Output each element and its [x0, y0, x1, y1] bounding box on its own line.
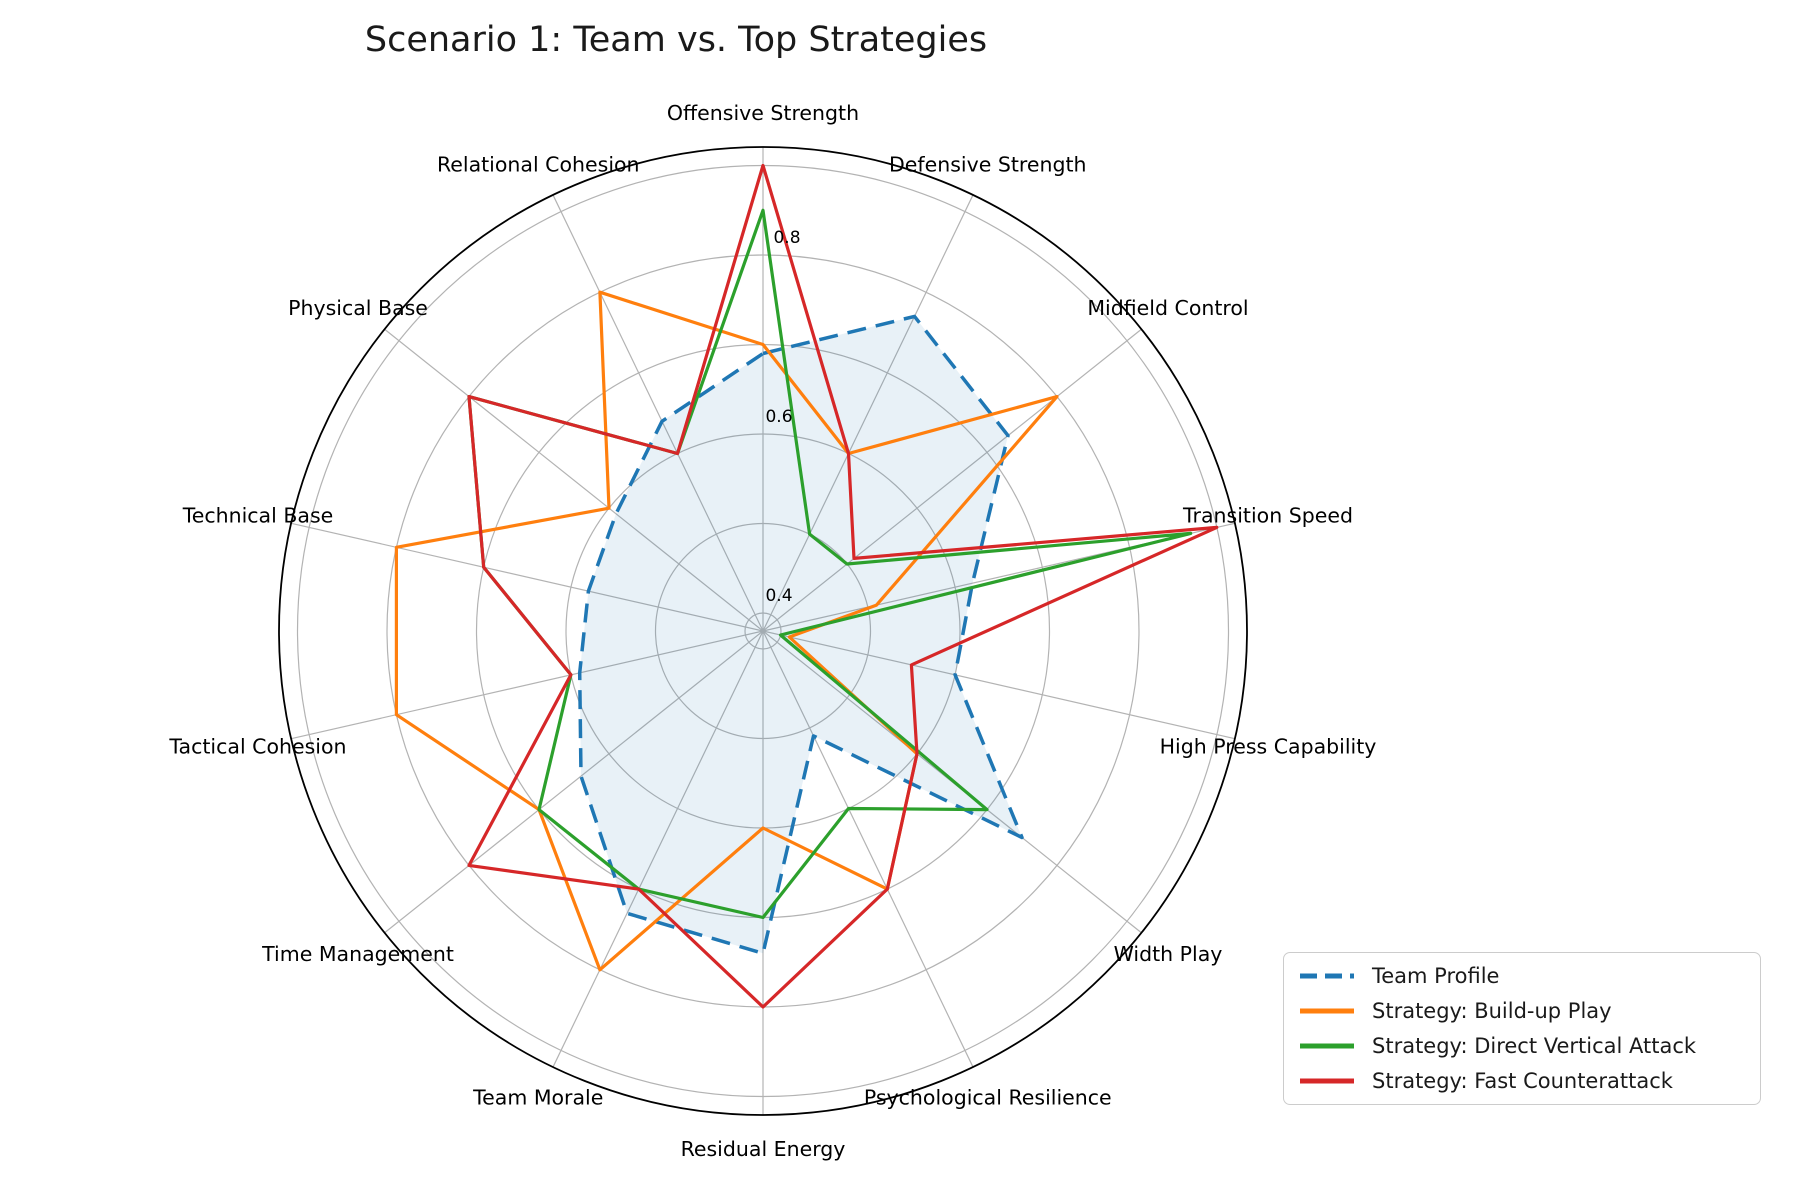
axis-spoke	[762, 630, 974, 1068]
legend-item-team-profile: Team Profile	[1298, 964, 1760, 988]
axis-label-high-press-capability: High Press Capability	[1160, 734, 1377, 758]
legend-label: Team Profile	[1372, 964, 1500, 989]
legend-line-sample	[1300, 973, 1354, 979]
axis-spoke	[384, 328, 764, 632]
legend-line-sample	[1300, 1008, 1354, 1014]
axis-spoke	[384, 630, 764, 934]
chart-title: Scenario 1: Team vs. Top Strategies	[364, 20, 988, 60]
axis-spoke	[552, 194, 764, 632]
radial-tick-label: 0.4	[765, 586, 792, 606]
outer-circle	[278, 146, 1248, 1116]
series-strategy-fast-counterattack	[467, 163, 1219, 1009]
radial-tick-label: 0.6	[765, 407, 792, 427]
axis-spoke	[762, 630, 1235, 740]
axis-spoke	[291, 522, 764, 632]
legend-item-build-up-play: Strategy: Build-up Play	[1298, 999, 1760, 1023]
axis-label-team-morale: Team Morale	[472, 1086, 603, 1110]
axis-spoke	[762, 194, 974, 632]
axis-label-midfield-control: Midfield Control	[1087, 296, 1248, 320]
legend-label: Strategy: Direct Vertical Attack	[1372, 1033, 1697, 1058]
axis-label-time-management: Time Management	[261, 942, 454, 966]
axis-label-width-play: Width Play	[1114, 942, 1223, 966]
axis-label-technical-base: Technical Base	[182, 504, 334, 528]
axis-label-psychological-resilience: Psychological Resilience	[864, 1086, 1112, 1110]
series-strategy-build-up-play	[394, 290, 1059, 972]
axis-label-relational-cohesion: Relational Cohesion	[437, 152, 640, 176]
axis-label-tactical-cohesion: Tactical Cohesion	[168, 734, 346, 758]
axis-spoke	[552, 630, 764, 1068]
axis-label-transition-speed: Transition Speed	[1182, 504, 1353, 528]
legend: Team Profile Strategy: Build-up Play Str…	[1283, 952, 1761, 1105]
legend-label: Strategy: Build-up Play	[1372, 999, 1612, 1024]
axis-label-residual-energy: Residual Energy	[681, 1137, 846, 1161]
axis-label-defensive-strength: Defensive Strength	[889, 152, 1087, 176]
axis-spoke	[762, 328, 1142, 632]
legend-label: Strategy: Fast Counterattack	[1372, 1068, 1673, 1093]
axis-label-physical-base: Physical Base	[288, 296, 428, 320]
legend-line-sample	[1300, 1043, 1354, 1049]
radial-tick-label: 0.8	[773, 228, 800, 248]
axis-label-offensive-strength: Offensive Strength	[667, 101, 859, 125]
series-team-profile	[577, 314, 1024, 956]
legend-line-sample	[1300, 1078, 1354, 1084]
axis-spoke	[291, 630, 764, 740]
legend-item-fast-counterattack: Strategy: Fast Counterattack	[1298, 1069, 1760, 1093]
legend-item-direct-vertical-attack: Strategy: Direct Vertical Attack	[1298, 1034, 1760, 1058]
